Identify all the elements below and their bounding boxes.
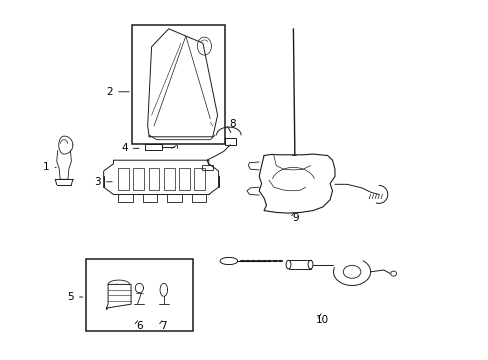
Text: 8: 8 <box>228 119 235 129</box>
Text: 2: 2 <box>106 87 113 97</box>
Bar <box>163 168 174 190</box>
Bar <box>148 168 159 190</box>
Text: 5: 5 <box>67 292 74 302</box>
Bar <box>224 138 235 145</box>
Bar <box>144 144 162 150</box>
Bar <box>179 168 189 190</box>
Text: 1: 1 <box>43 162 50 172</box>
Text: 4: 4 <box>121 143 128 153</box>
Bar <box>118 168 129 190</box>
Bar <box>194 168 204 190</box>
Bar <box>133 168 144 190</box>
Text: 7: 7 <box>160 321 167 331</box>
Text: 9: 9 <box>292 213 299 223</box>
Bar <box>85 259 193 331</box>
Text: 6: 6 <box>136 321 142 331</box>
Bar <box>132 25 224 144</box>
Bar <box>202 165 212 170</box>
Text: 3: 3 <box>94 177 101 187</box>
Text: 10: 10 <box>316 315 328 325</box>
